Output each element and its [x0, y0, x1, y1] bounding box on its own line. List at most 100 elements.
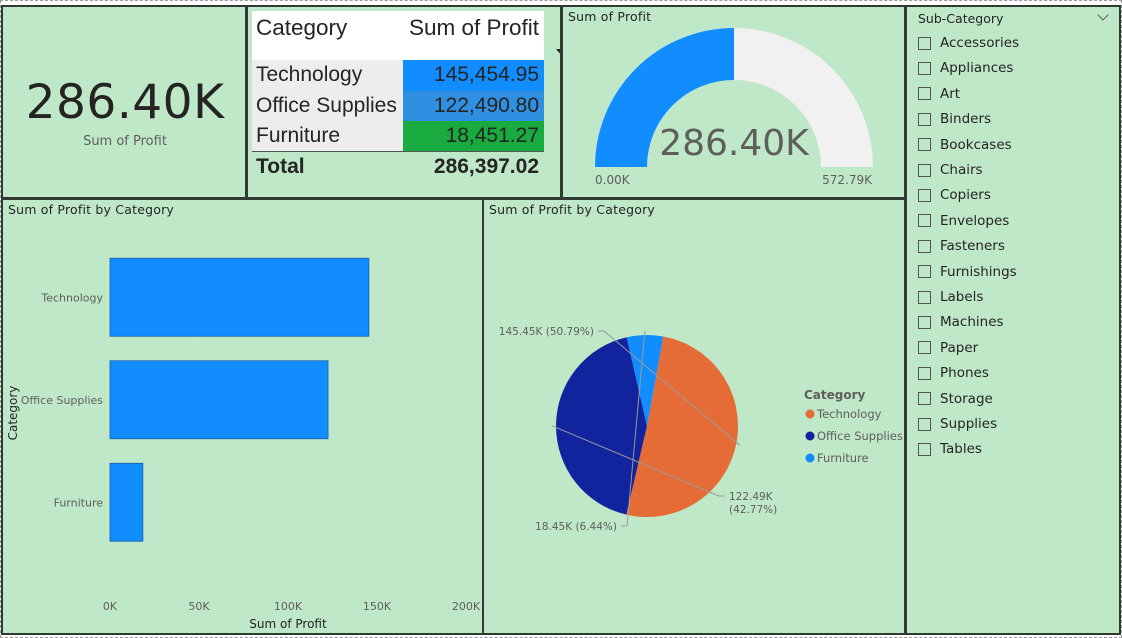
checkbox[interactable]	[918, 417, 931, 431]
table-total-row: Total 286,397.02	[252, 151, 544, 182]
profit-table: Category Sum of Profit Technology 145,45…	[252, 11, 560, 182]
profit-table-visual[interactable]: Category Sum of Profit Technology 145,45…	[246, 5, 562, 199]
kpi-label: Sum of Profit	[83, 134, 167, 149]
table-total-value: 286,397.02	[402, 151, 544, 182]
slicer-item[interactable]: Bookcases	[918, 135, 1012, 155]
column-header-sum-of-profit[interactable]: Sum of Profit	[402, 11, 560, 60]
pie-chart: 145.45K (50.79%) 122.49K(42.77%) 18.45K (6…	[499, 326, 903, 533]
slicer-item-label: Machines	[940, 314, 1004, 331]
pie-data-label: 145.45K (50.79%)	[499, 326, 594, 338]
slicer-item[interactable]: Fasteners	[918, 236, 1005, 256]
gauge-visual[interactable]: Sum of Profit 286.40K 0.00K 572.79K	[561, 5, 906, 199]
slicer-item-label: Fasteners	[940, 238, 1005, 255]
bar[interactable]	[109, 462, 144, 542]
checkbox[interactable]	[918, 366, 931, 380]
legend-marker	[805, 431, 815, 441]
legend-item[interactable]: Technology	[816, 407, 882, 421]
slicer-item[interactable]: Phones	[918, 363, 989, 383]
kpi-value: 286.40K	[25, 75, 225, 130]
table-cell-category: Furniture	[252, 121, 403, 152]
slicer-item[interactable]: Binders	[918, 109, 991, 129]
slicer-item[interactable]: Accessories	[918, 33, 1019, 53]
legend-item[interactable]: Office Supplies	[817, 429, 903, 443]
slicer-item-label: Copiers	[940, 187, 991, 204]
slicer-item-label: Chairs	[940, 162, 983, 178]
slicer-item-label: Tables	[940, 441, 982, 458]
bar-chart-title: Sum of Profit by Category	[8, 202, 175, 217]
pie-chart-title: Sum of Profit by Category	[489, 202, 656, 217]
table-cell-category: Office Supplies	[252, 90, 403, 121]
checkbox[interactable]	[918, 163, 931, 177]
column-header-category[interactable]: Category	[252, 11, 403, 60]
checkbox[interactable]	[918, 214, 931, 228]
y-tick-label: Office Supplies	[21, 394, 103, 407]
slicer-item-label: Art	[940, 85, 961, 102]
table-row[interactable]: Office Supplies 122,490.80	[252, 90, 544, 121]
slicer-item[interactable]: Supplies	[918, 414, 997, 434]
checkbox[interactable]	[918, 265, 931, 279]
legend-marker	[805, 453, 815, 463]
sub-category-slicer[interactable]: Sub-Category Accessories Appliances Art Bin…	[905, 5, 1121, 635]
slicer-title: Sub-Category	[918, 11, 1004, 26]
table-total-label: Total	[252, 151, 403, 182]
x-tick-label: 200K	[452, 600, 481, 613]
gauge-min-label: 0.00K	[595, 173, 631, 187]
table-cell-value: 122,490.80	[402, 90, 544, 121]
checkbox[interactable]	[918, 87, 931, 101]
checkbox[interactable]	[918, 239, 931, 253]
legend-item[interactable]: Furniture	[817, 451, 869, 465]
slicer-item[interactable]: Machines	[918, 312, 1004, 332]
checkbox[interactable]	[918, 36, 931, 50]
bar[interactable]	[109, 257, 370, 337]
kpi-card[interactable]: 286.40K Sum of Profit	[1, 5, 247, 199]
pie-slice[interactable]	[556, 337, 647, 515]
slicer-item-label: Phones	[940, 365, 989, 382]
slicer-item[interactable]: Copiers	[918, 185, 991, 205]
slicer-item[interactable]: Art	[918, 84, 960, 104]
legend-title: Category	[804, 388, 866, 402]
sort-descending-icon[interactable]	[555, 49, 560, 57]
x-tick-label: 50K	[188, 600, 210, 613]
table-row[interactable]: Furniture 18,451.27	[252, 121, 544, 152]
checkbox[interactable]	[918, 315, 931, 329]
table-cell-value: 18,451.27	[402, 121, 544, 152]
pie-data-label: (42.77%)	[729, 504, 777, 516]
checkbox[interactable]	[918, 442, 931, 456]
x-axis-title: Sum of Profit	[249, 617, 327, 631]
checkbox[interactable]	[918, 112, 931, 126]
pie-chart-visual[interactable]: Sum of Profit by Category 145.45K (50.79…	[482, 198, 906, 635]
slicer-item[interactable]: Chairs	[918, 160, 983, 180]
checkbox[interactable]	[918, 138, 931, 152]
table-cell-value: 145,454.95	[402, 60, 544, 91]
chevron-down-icon[interactable]	[1097, 9, 1109, 21]
slicer-item[interactable]: Storage	[918, 389, 993, 409]
table-row[interactable]: Technology 145,454.95	[252, 60, 544, 91]
gauge-fill	[595, 28, 734, 167]
bar[interactable]	[109, 360, 329, 440]
bar-chart-visual[interactable]: Sum of Profit by Category Technology Offi…	[1, 198, 484, 635]
checkbox[interactable]	[918, 392, 931, 406]
leader-line	[598, 330, 741, 446]
legend-marker	[805, 409, 815, 419]
y-axis-title: Category	[6, 386, 20, 441]
checkbox[interactable]	[918, 188, 931, 202]
slicer-item[interactable]: Appliances	[918, 58, 1013, 78]
gauge-chart: 286.40K 0.00K 572.79K	[595, 28, 873, 187]
slicer-item[interactable]: Tables	[918, 439, 982, 459]
x-tick-label: 100K	[274, 600, 303, 613]
slicer-item-label: Paper	[940, 339, 979, 356]
gauge-value: 286.40K	[659, 123, 810, 164]
pie-slice[interactable]	[626, 336, 739, 518]
gauge-max-label: 572.79K	[822, 173, 873, 187]
x-tick-label: 0K	[103, 600, 118, 613]
slicer-item[interactable]: Furnishings	[918, 262, 1017, 282]
slicer-item[interactable]: Labels	[918, 287, 983, 307]
checkbox[interactable]	[918, 61, 931, 75]
slicer-item[interactable]: Paper	[918, 338, 978, 358]
slicer-item-label: Envelopes	[940, 212, 1010, 229]
checkbox[interactable]	[918, 290, 931, 304]
slicer-item[interactable]: Envelopes	[918, 211, 1009, 231]
checkbox[interactable]	[918, 341, 931, 355]
column-header-label: Sum of Profit	[408, 15, 539, 40]
table-cell-category: Technology	[252, 60, 403, 91]
